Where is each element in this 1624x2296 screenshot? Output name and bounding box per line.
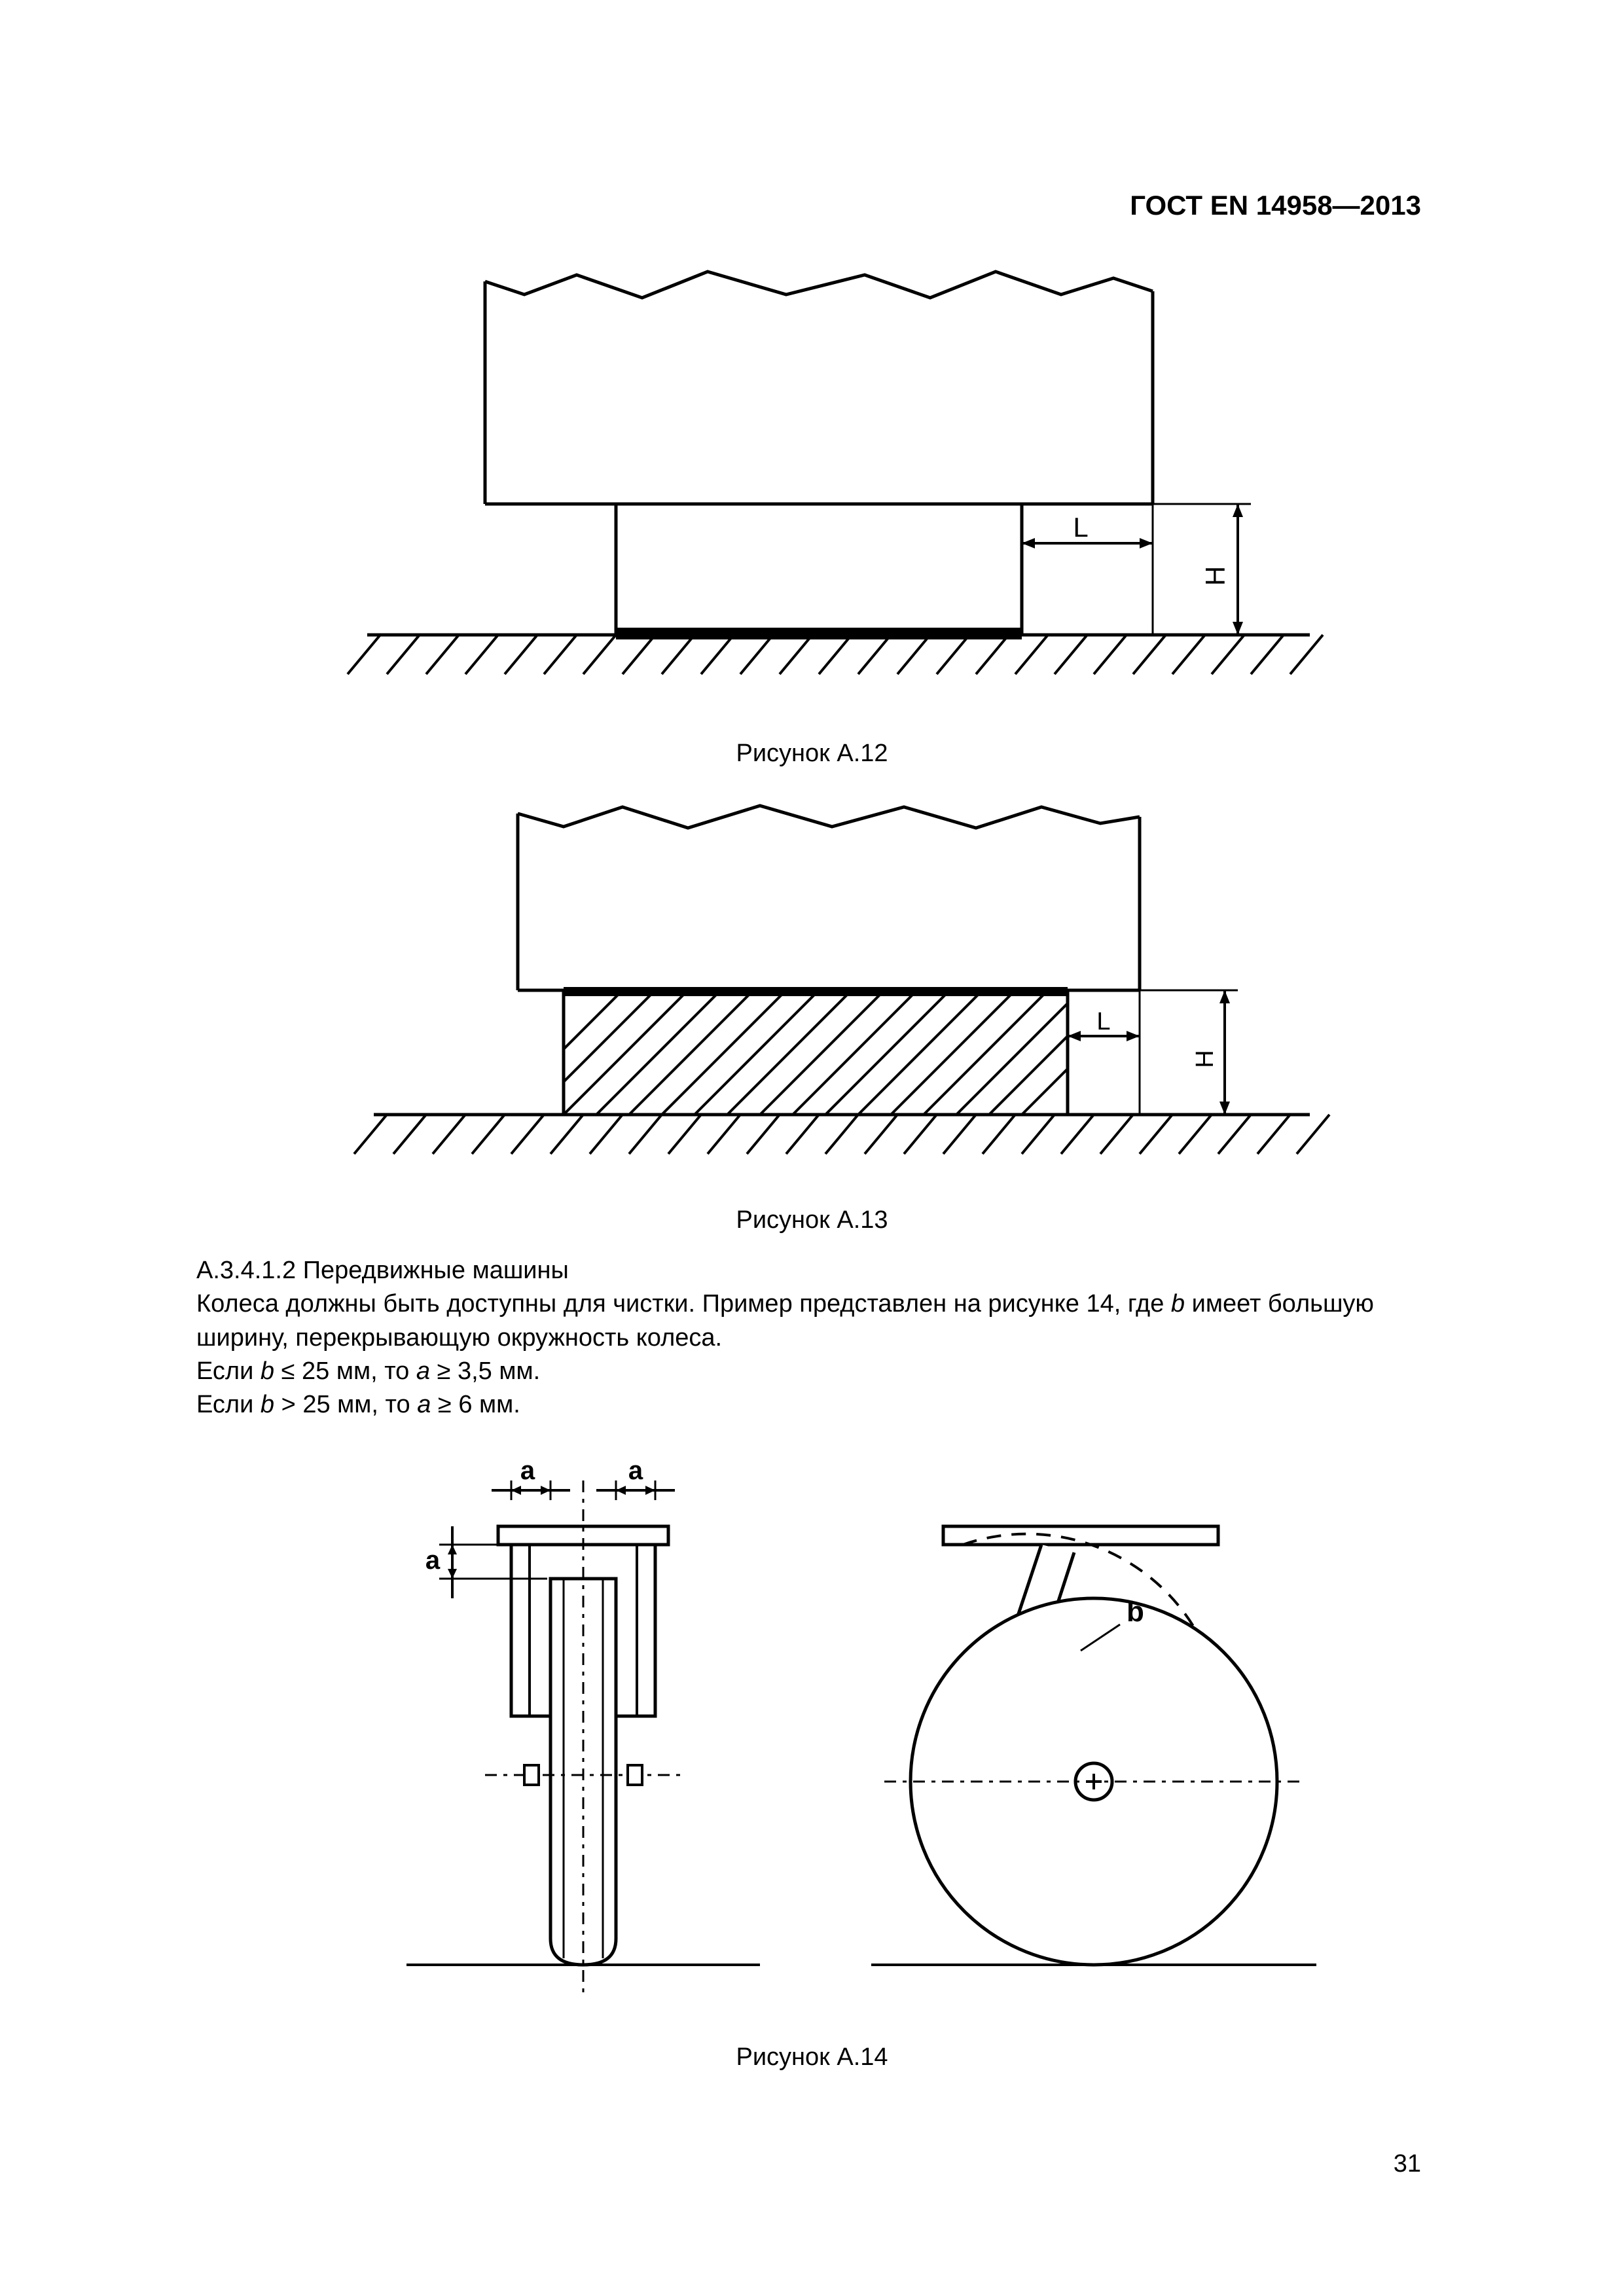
- page-number: 31: [1394, 2150, 1421, 2178]
- figure-a12-caption: Рисунок А.12: [196, 740, 1428, 768]
- cond2-b: b: [261, 1391, 274, 1418]
- figure-a14: a a a: [196, 1441, 1428, 2030]
- figure-a12: L H: [196, 255, 1428, 726]
- svg-text:a: a: [425, 1546, 440, 1575]
- standard-header: ГОСТ EN 14958—2013: [1130, 190, 1421, 221]
- cond1-mid: ≤ 25 мм, то: [274, 1357, 416, 1385]
- svg-text:b: b: [1127, 1596, 1144, 1628]
- cond2-pre: Если: [196, 1391, 261, 1418]
- section-text: А.3.4.1.2 Передвижные машины Колеса долж…: [196, 1254, 1428, 1422]
- cond2-a: a: [417, 1391, 431, 1418]
- svg-text:a: a: [520, 1456, 535, 1485]
- dim-H-13: H: [1191, 1050, 1219, 1067]
- cond1-b: b: [261, 1357, 274, 1385]
- var-b: b: [1171, 1290, 1185, 1318]
- dim-L-13: L: [1096, 1008, 1110, 1035]
- figure-a13-caption: Рисунок А.13: [196, 1206, 1428, 1234]
- figure-a13: L H: [196, 787, 1428, 1193]
- cond1-end: ≥ 3,5 мм.: [430, 1357, 540, 1385]
- dim-L: L: [1073, 512, 1088, 543]
- cond2-end: ≥ 6 мм.: [431, 1391, 520, 1418]
- figure-a14-caption: Рисунок А.14: [196, 2043, 1428, 2072]
- clause-title: Передвижные машины: [303, 1257, 569, 1284]
- svg-text:a: a: [628, 1456, 643, 1485]
- p1-part1: Колеса должны быть доступны для чистки. …: [196, 1290, 1171, 1318]
- dim-H: H: [1200, 566, 1231, 586]
- cond2-mid: > 25 мм, то: [274, 1391, 417, 1418]
- clause-num: А.3.4.1.2: [196, 1257, 296, 1284]
- cond1-a: a: [416, 1357, 430, 1385]
- cond1-pre: Если: [196, 1357, 261, 1385]
